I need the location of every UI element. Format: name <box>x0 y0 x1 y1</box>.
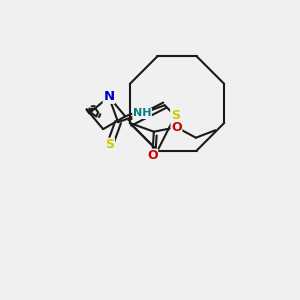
Text: O: O <box>171 121 182 134</box>
Text: NH: NH <box>133 108 151 118</box>
Text: N: N <box>103 90 114 103</box>
Text: O: O <box>147 149 158 162</box>
Text: S: S <box>105 138 114 151</box>
Text: S: S <box>171 109 180 122</box>
